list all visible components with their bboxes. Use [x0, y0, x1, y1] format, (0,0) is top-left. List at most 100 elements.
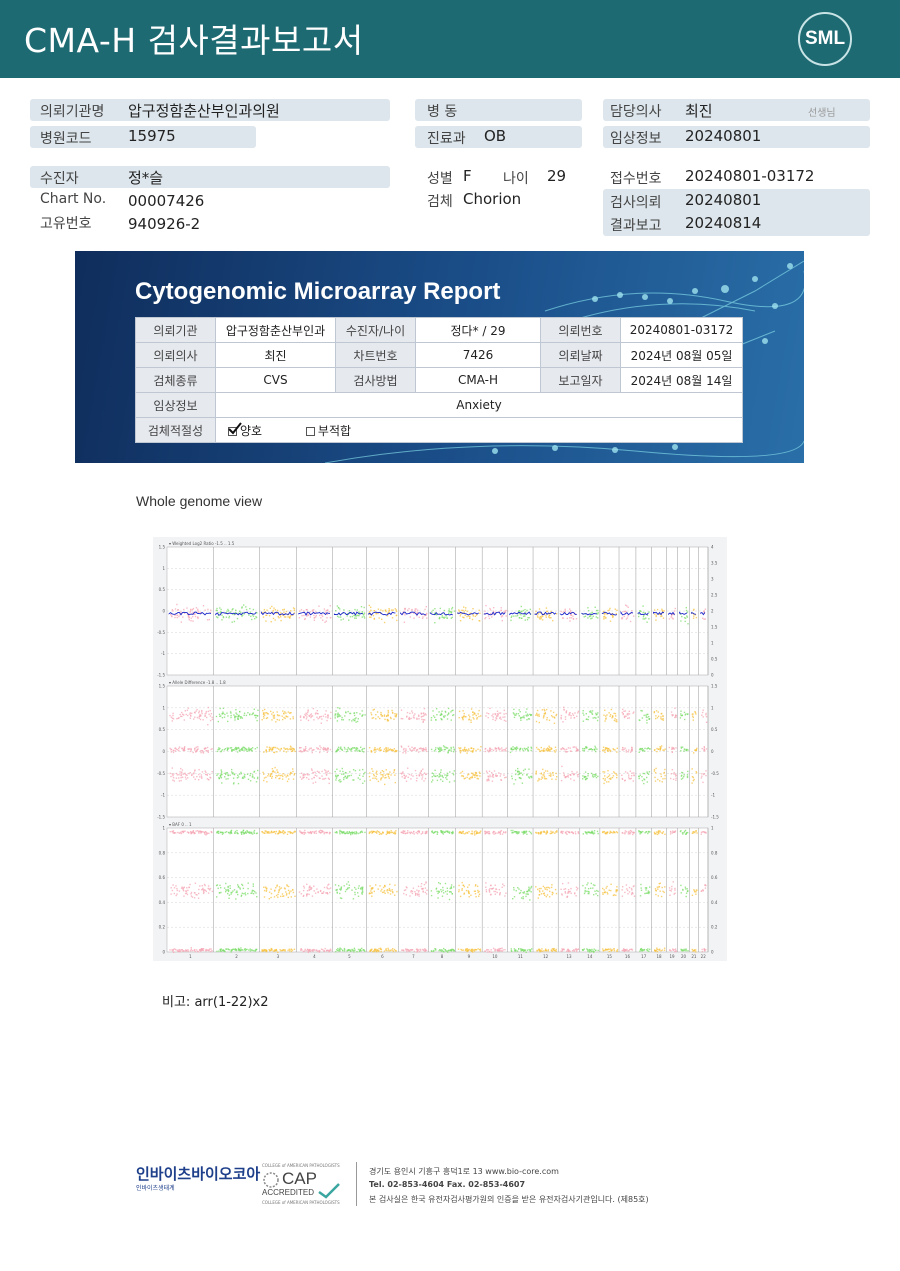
data-point [322, 831, 324, 833]
data-point [415, 612, 417, 615]
data-point [503, 709, 505, 712]
data-point [344, 715, 346, 717]
data-point [337, 713, 339, 715]
data-point [362, 775, 364, 777]
data-point [242, 749, 244, 751]
data-point [288, 892, 290, 895]
data-point [517, 610, 520, 612]
data-point [311, 895, 314, 897]
data-point [591, 775, 594, 777]
data-point [408, 718, 410, 720]
data-point [370, 949, 372, 952]
data-point [231, 891, 233, 894]
data-point [627, 831, 630, 834]
data-point [242, 747, 244, 749]
data-point [340, 746, 342, 748]
data-point [466, 832, 469, 834]
data-point [201, 711, 203, 713]
data-point [560, 779, 563, 782]
data-point [192, 620, 194, 622]
data-point [608, 832, 611, 834]
data-point [568, 831, 570, 833]
data-point [498, 831, 500, 833]
data-point [529, 775, 532, 778]
data-point [552, 711, 555, 714]
data-point [674, 889, 676, 891]
data-point [625, 751, 627, 753]
data-point [326, 617, 328, 619]
data-point [229, 831, 232, 833]
data-point [489, 609, 492, 611]
data-point [251, 776, 254, 778]
data-point [475, 896, 477, 898]
data-point [550, 830, 552, 832]
data-point [590, 612, 592, 614]
data-point [394, 894, 396, 896]
data-point [642, 618, 644, 620]
data-point [289, 617, 291, 619]
adequacy-cell: 양호 부적합 [215, 417, 743, 443]
data-point [574, 831, 577, 833]
data-point [414, 894, 417, 896]
data-point [208, 779, 210, 781]
data-point [268, 773, 270, 775]
data-point [503, 831, 505, 834]
data-point [566, 751, 568, 753]
left-tick-label: 0 [162, 950, 165, 955]
data-point [419, 772, 421, 774]
data-point [548, 745, 550, 747]
data-point [225, 948, 227, 950]
data-point [446, 775, 448, 777]
data-point [592, 884, 595, 886]
data-point [490, 888, 493, 890]
request-value: 20240801 [685, 191, 762, 209]
data-point [407, 776, 409, 778]
left-tick-label: 1.5 [159, 545, 166, 550]
data-point [329, 949, 331, 951]
data-point [488, 713, 490, 715]
data-point [194, 882, 197, 884]
data-point [669, 894, 671, 896]
data-point [437, 748, 440, 751]
data-point [527, 748, 529, 750]
data-point [587, 890, 590, 893]
data-point [660, 713, 662, 715]
remark: 비고: arr(1-22)x2 [162, 991, 269, 1010]
data-point [409, 748, 411, 750]
data-point [431, 611, 433, 613]
data-point [205, 834, 207, 836]
chromosome-label: 2 [235, 954, 238, 959]
data-point [417, 885, 420, 888]
data-point [673, 610, 676, 612]
data-point [310, 886, 312, 889]
data-point [376, 949, 379, 952]
data-point [546, 717, 548, 719]
data-point [463, 611, 465, 613]
data-point [401, 746, 403, 748]
data-point [465, 949, 467, 952]
data-point [313, 948, 315, 951]
data-point [198, 892, 200, 895]
data-point [293, 831, 295, 833]
data-point [656, 947, 658, 949]
data-point [475, 949, 478, 951]
data-point [361, 886, 363, 889]
data-point [255, 616, 257, 618]
data-point [491, 616, 493, 618]
data-point [287, 896, 289, 899]
data-point [353, 714, 356, 717]
data-point [363, 780, 366, 782]
data-point [528, 948, 530, 951]
cell-value: 정다* / 29 [415, 317, 541, 343]
data-point [475, 614, 478, 616]
data-point [372, 777, 374, 779]
data-point [205, 773, 207, 776]
data-point [479, 772, 481, 774]
data-point [405, 749, 407, 752]
data-point [318, 771, 320, 774]
data-point [543, 714, 545, 717]
data-point [345, 772, 347, 774]
data-point [500, 718, 502, 720]
data-point [249, 948, 251, 950]
data-point [491, 748, 493, 751]
